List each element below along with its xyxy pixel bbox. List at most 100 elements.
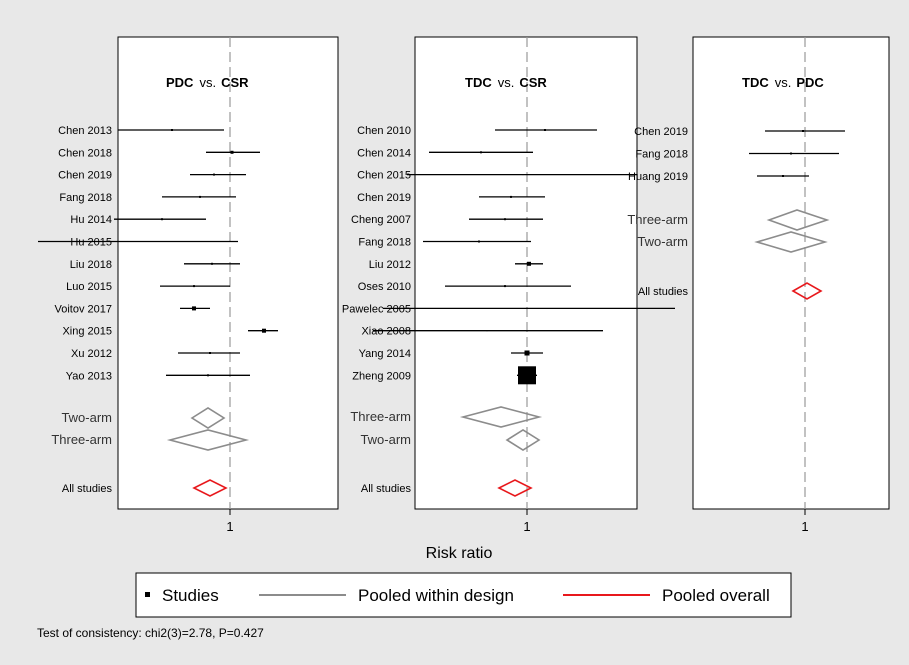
header-vs: vs. [775,75,792,90]
pooled-design-diamond [505,429,541,451]
panel-frame [117,36,339,510]
study-point [544,129,546,131]
header-vs: vs. [498,75,515,90]
study-point [510,195,512,198]
study-label: Luo 2015 [66,281,112,293]
study-point [199,195,201,198]
study-point [193,285,195,288]
study-point [504,218,506,221]
study-label: Fang 2018 [635,149,688,161]
pooled-overall-diamond [497,479,533,497]
panel-header: PDC vs. CSR [166,75,249,90]
study-point [524,350,530,356]
pooled-design-label: Three-arm [51,432,112,447]
study-label: Chen 2019 [58,170,112,182]
study-label: Huang 2019 [628,171,688,183]
study-label: Chen 2013 [58,125,112,137]
panel-frame [414,36,638,510]
study-label: Fang 2018 [358,237,411,249]
header-left: TDC [465,75,492,90]
header-left: TDC [742,75,769,90]
study-label: Pawelec 2005 [342,303,411,315]
study-point [480,151,482,154]
study-point [782,175,784,177]
study-point [209,352,211,354]
study-label: Voitov 2017 [55,303,113,315]
header-right: CSR [221,75,249,90]
x-axis-label: Risk ratio [426,545,493,562]
header-vs: vs. [199,75,216,90]
study-label: Chen 2018 [58,147,112,159]
study-point [211,262,213,265]
study-label: Yao 2013 [66,370,112,382]
pooled-design-label: Two-arm [61,410,112,425]
study-label: Hu 2015 [70,237,112,249]
study-label: Chen 2010 [357,125,411,137]
legend-design-label: Pooled within design [358,586,514,605]
header-right: CSR [519,75,547,90]
study-label: Xiao 2008 [361,326,411,338]
header-left: PDC [166,75,194,90]
study-point [262,328,266,333]
study-point [504,285,506,288]
legend-overall-label: Pooled overall [662,586,770,605]
pooled-overall-diamond [192,479,228,497]
study-point [135,241,137,242]
legend-studies-label: Studies [162,586,219,605]
legend-box [135,572,792,618]
study-point [161,218,163,221]
pooled-overall-label: All studies [638,286,689,298]
study-point [192,306,196,311]
study-label: Chen 2019 [357,192,411,204]
pooled-design-diamond [190,407,226,429]
study-point [171,129,173,131]
pooled-design-diamond [166,429,250,451]
study-point [802,130,804,132]
study-label: Oses 2010 [358,281,411,293]
pooled-design-label: Three-arm [627,212,688,227]
study-label: Liu 2012 [369,259,411,271]
study-label: Chen 2014 [357,147,411,159]
x-tick-label: 1 [226,519,233,534]
x-tick-label: 1 [801,519,808,534]
x-tick-label: 1 [523,519,530,534]
study-label: Zheng 2009 [352,370,411,382]
study-point [486,330,488,332]
pooled-design-label: Two-arm [360,432,411,447]
legend: Studies Pooled within design Pooled over… [135,572,792,618]
consistency-test-note: Test of consistency: chi2(3)=2.78, P=0.4… [37,626,264,640]
pooled-overall-label: All studies [62,483,113,495]
study-point [527,261,531,266]
study-label: Xing 2015 [62,326,112,338]
study-label: Hu 2014 [70,214,112,226]
study-point [213,173,215,176]
pooled-overall-diamond [791,282,823,300]
panel-header: TDC vs. CSR [465,75,547,90]
panel-header: TDC vs. PDC [742,75,824,90]
forest-panel-2: TDC vs. CSR Chen 2010 Chen 2014 Chen 2015 Chen… [342,36,675,534]
panels: PDC vs. CSR Chen 2013 Chen 2018 Chen 2019 Fang… [38,36,890,534]
study-label: Yang 2014 [359,348,411,360]
forest-panel-3: TDC vs. PDC Chen 2019 Fang 2018 Huang 2019 Thr… [627,36,890,534]
study-label: Liu 2018 [70,259,112,271]
study-label: Chen 2015 [357,170,411,182]
study-point [790,152,792,155]
pooled-design-label: Two-arm [637,234,688,249]
study-point [230,150,234,154]
legend-study-marker [145,592,150,597]
pooled-design-diamond [766,209,830,231]
study-label: Cheng 2007 [351,214,411,226]
pooled-design-diamond [754,231,828,253]
study-label: Fang 2018 [59,192,112,204]
study-label: Chen 2019 [634,126,688,138]
study-label: Xu 2012 [71,348,112,360]
study-point [207,374,209,377]
study-point [526,307,528,309]
study-point [518,366,536,385]
pooled-design-diamond [459,406,543,428]
study-point [522,174,524,176]
header-right: PDC [796,75,824,90]
pooled-design-label: Three-arm [350,409,411,424]
pooled-overall-label: All studies [361,483,412,495]
